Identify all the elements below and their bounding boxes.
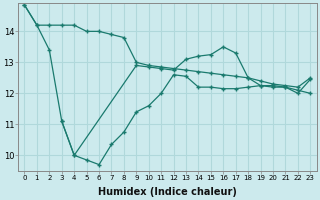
X-axis label: Humidex (Indice chaleur): Humidex (Indice chaleur) — [98, 187, 237, 197]
